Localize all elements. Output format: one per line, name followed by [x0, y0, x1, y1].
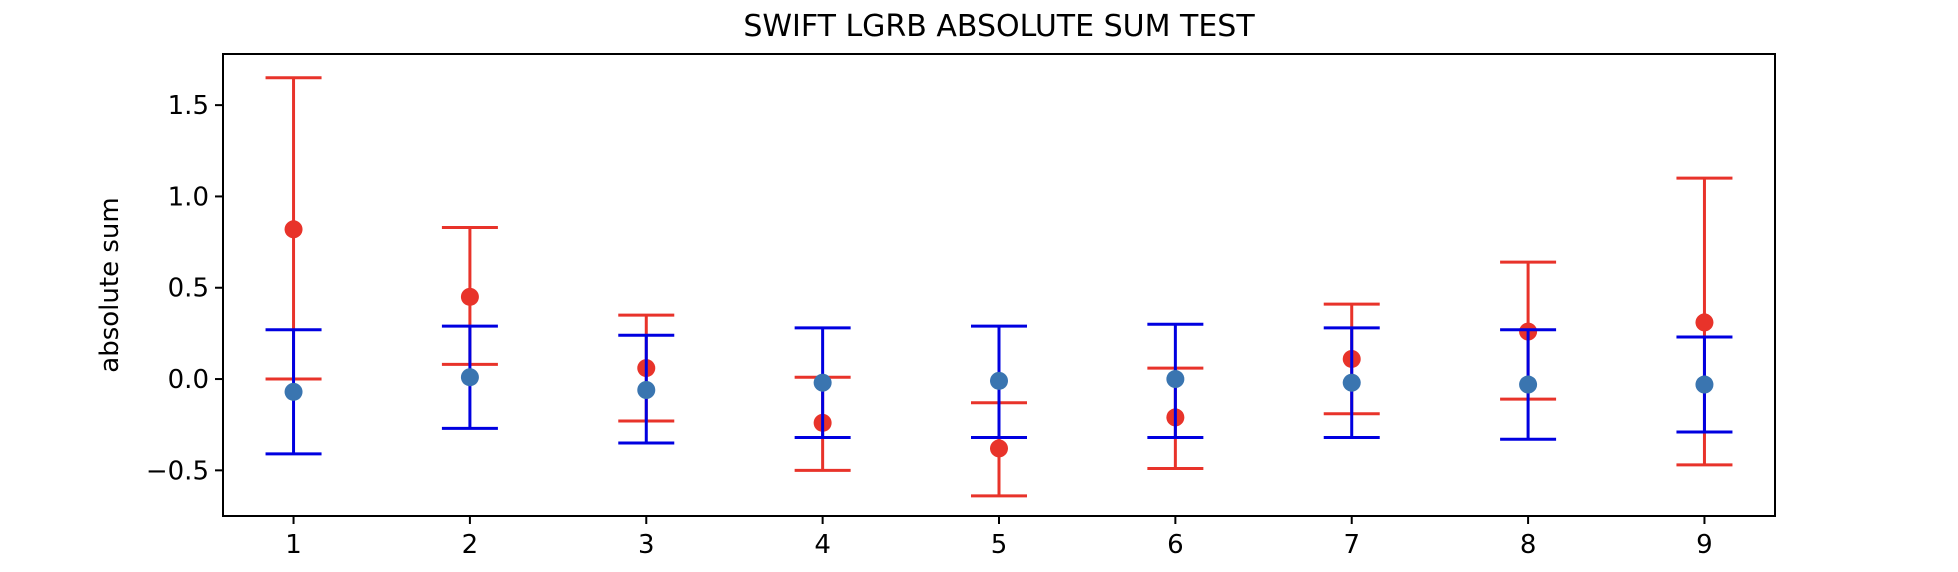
data-point [637, 381, 656, 399]
data-point [1342, 373, 1361, 392]
data-point [1695, 313, 1714, 332]
y-tick-label: −0.5 [146, 456, 209, 486]
data-point [1166, 370, 1185, 389]
data-point [284, 382, 303, 401]
x-tick-label: 3 [638, 530, 655, 560]
y-tick-label: 1.0 [168, 182, 209, 212]
y-tick-label: 0.0 [168, 365, 209, 395]
data-point [284, 220, 303, 239]
x-tick-label: 6 [1167, 530, 1184, 560]
x-tick-label: 4 [814, 530, 831, 560]
data-point [460, 368, 479, 387]
data-point [990, 439, 1008, 458]
y-tick-label: 1.5 [168, 91, 209, 121]
x-tick-label: 1 [285, 530, 302, 560]
data-point [1695, 375, 1714, 394]
data-point [990, 371, 1008, 390]
x-tick-label: 7 [1343, 530, 1360, 560]
x-tick-label: 2 [462, 530, 479, 560]
chart-title: SWIFT LGRB ABSOLUTE SUM TEST [743, 9, 1255, 44]
y-axis-label: absolute sum [95, 197, 125, 372]
y-tick-label: 0.5 [168, 274, 209, 304]
x-tick-label: 5 [991, 530, 1008, 560]
data-point [813, 373, 832, 392]
x-tick-label: 9 [1696, 530, 1713, 560]
data-point [1519, 375, 1538, 394]
series-2 [265, 322, 1733, 456]
data-point [460, 287, 479, 306]
plot-area [265, 76, 1733, 498]
x-tick-label: 8 [1520, 530, 1537, 560]
